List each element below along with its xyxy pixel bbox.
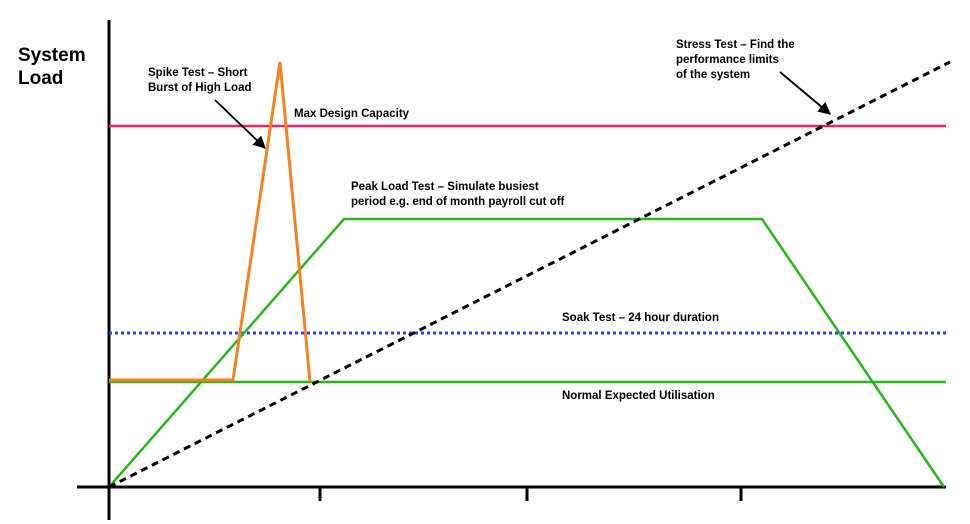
soak-test-label: Soak Test – 24 hour duration	[562, 312, 719, 324]
y-axis-label: System Load	[18, 45, 86, 89]
stress-test-label: Stress Test – Find the performance limit…	[676, 39, 795, 81]
normal-utilisation-label: Normal Expected Utilisation	[562, 390, 715, 402]
peak-load-line	[108, 217, 946, 488]
spike-test-label: Spike Test – Short Burst of High Load	[148, 67, 252, 94]
spike-test-line	[109, 61, 312, 383]
peak-load-label: Peak Load Test – Simulate busiest period…	[351, 181, 565, 208]
arrow-icon	[214, 99, 266, 149]
stress-test-line	[108, 60, 951, 489]
max-capacity-label: Max Design Capacity	[294, 108, 410, 120]
arrow-icon	[779, 71, 831, 115]
